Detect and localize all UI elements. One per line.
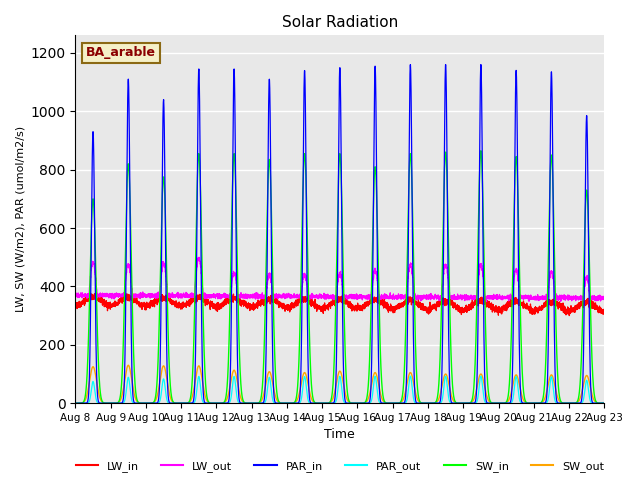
PAR_in bbox=[477, 62, 484, 68]
PAR_out bbox=[600, 400, 608, 406]
SW_out bbox=[600, 400, 608, 406]
Title: Solar Radiation: Solar Radiation bbox=[282, 15, 398, 30]
LW_in bbox=[488, 304, 496, 310]
PAR_out bbox=[166, 400, 174, 406]
PAR_in bbox=[72, 400, 79, 406]
LW_in bbox=[600, 309, 608, 315]
SW_in bbox=[600, 400, 607, 406]
PAR_out bbox=[600, 400, 607, 406]
PAR_out bbox=[477, 373, 484, 379]
SW_out bbox=[320, 400, 328, 406]
LW_in bbox=[93, 290, 101, 296]
SW_in bbox=[488, 400, 496, 406]
SW_out bbox=[124, 362, 132, 368]
SW_in bbox=[166, 384, 174, 390]
SW_out bbox=[458, 400, 466, 406]
PAR_out bbox=[429, 400, 436, 406]
PAR_in bbox=[166, 400, 174, 406]
LW_in bbox=[565, 313, 573, 319]
PAR_in bbox=[320, 400, 328, 406]
SW_out bbox=[488, 400, 496, 406]
SW_in bbox=[458, 400, 466, 406]
LW_out bbox=[195, 254, 203, 260]
PAR_in bbox=[429, 400, 436, 406]
LW_in bbox=[429, 306, 437, 312]
Line: PAR_out: PAR_out bbox=[76, 376, 604, 403]
LW_in bbox=[166, 298, 174, 304]
SW_out bbox=[166, 395, 174, 401]
Line: PAR_in: PAR_in bbox=[76, 65, 604, 403]
SW_out bbox=[429, 400, 437, 406]
LW_out bbox=[320, 290, 328, 296]
PAR_in bbox=[458, 400, 466, 406]
Text: BA_arable: BA_arable bbox=[86, 47, 156, 60]
Y-axis label: LW, SW (W/m2), PAR (umol/m2/s): LW, SW (W/m2), PAR (umol/m2/s) bbox=[15, 126, 25, 312]
LW_out bbox=[72, 292, 79, 298]
LW_out bbox=[166, 292, 174, 298]
LW_out bbox=[429, 293, 437, 299]
LW_out bbox=[488, 296, 496, 302]
SW_in bbox=[477, 148, 484, 154]
SW_in bbox=[320, 400, 328, 406]
PAR_out bbox=[320, 400, 328, 406]
Legend: LW_in, LW_out, PAR_in, PAR_out, SW_in, SW_out: LW_in, LW_out, PAR_in, PAR_out, SW_in, S… bbox=[71, 456, 609, 476]
SW_out bbox=[600, 400, 607, 406]
SW_in bbox=[72, 400, 79, 406]
Line: SW_in: SW_in bbox=[76, 151, 604, 403]
Line: LW_out: LW_out bbox=[76, 257, 604, 301]
LW_in bbox=[72, 301, 79, 307]
PAR_out bbox=[72, 400, 79, 406]
PAR_out bbox=[488, 400, 496, 406]
PAR_in bbox=[600, 400, 607, 406]
PAR_in bbox=[488, 400, 496, 406]
PAR_in bbox=[600, 400, 608, 406]
Line: SW_out: SW_out bbox=[76, 365, 604, 403]
LW_out bbox=[600, 297, 607, 302]
PAR_out bbox=[458, 400, 466, 406]
LW_in bbox=[600, 307, 607, 312]
SW_in bbox=[600, 400, 608, 406]
LW_in bbox=[320, 304, 328, 310]
X-axis label: Time: Time bbox=[324, 429, 355, 442]
SW_in bbox=[429, 400, 436, 406]
LW_out bbox=[483, 299, 490, 304]
LW_out bbox=[458, 295, 466, 300]
SW_out bbox=[72, 400, 79, 406]
LW_in bbox=[458, 306, 466, 312]
LW_out bbox=[600, 296, 608, 302]
Line: LW_in: LW_in bbox=[76, 293, 604, 316]
